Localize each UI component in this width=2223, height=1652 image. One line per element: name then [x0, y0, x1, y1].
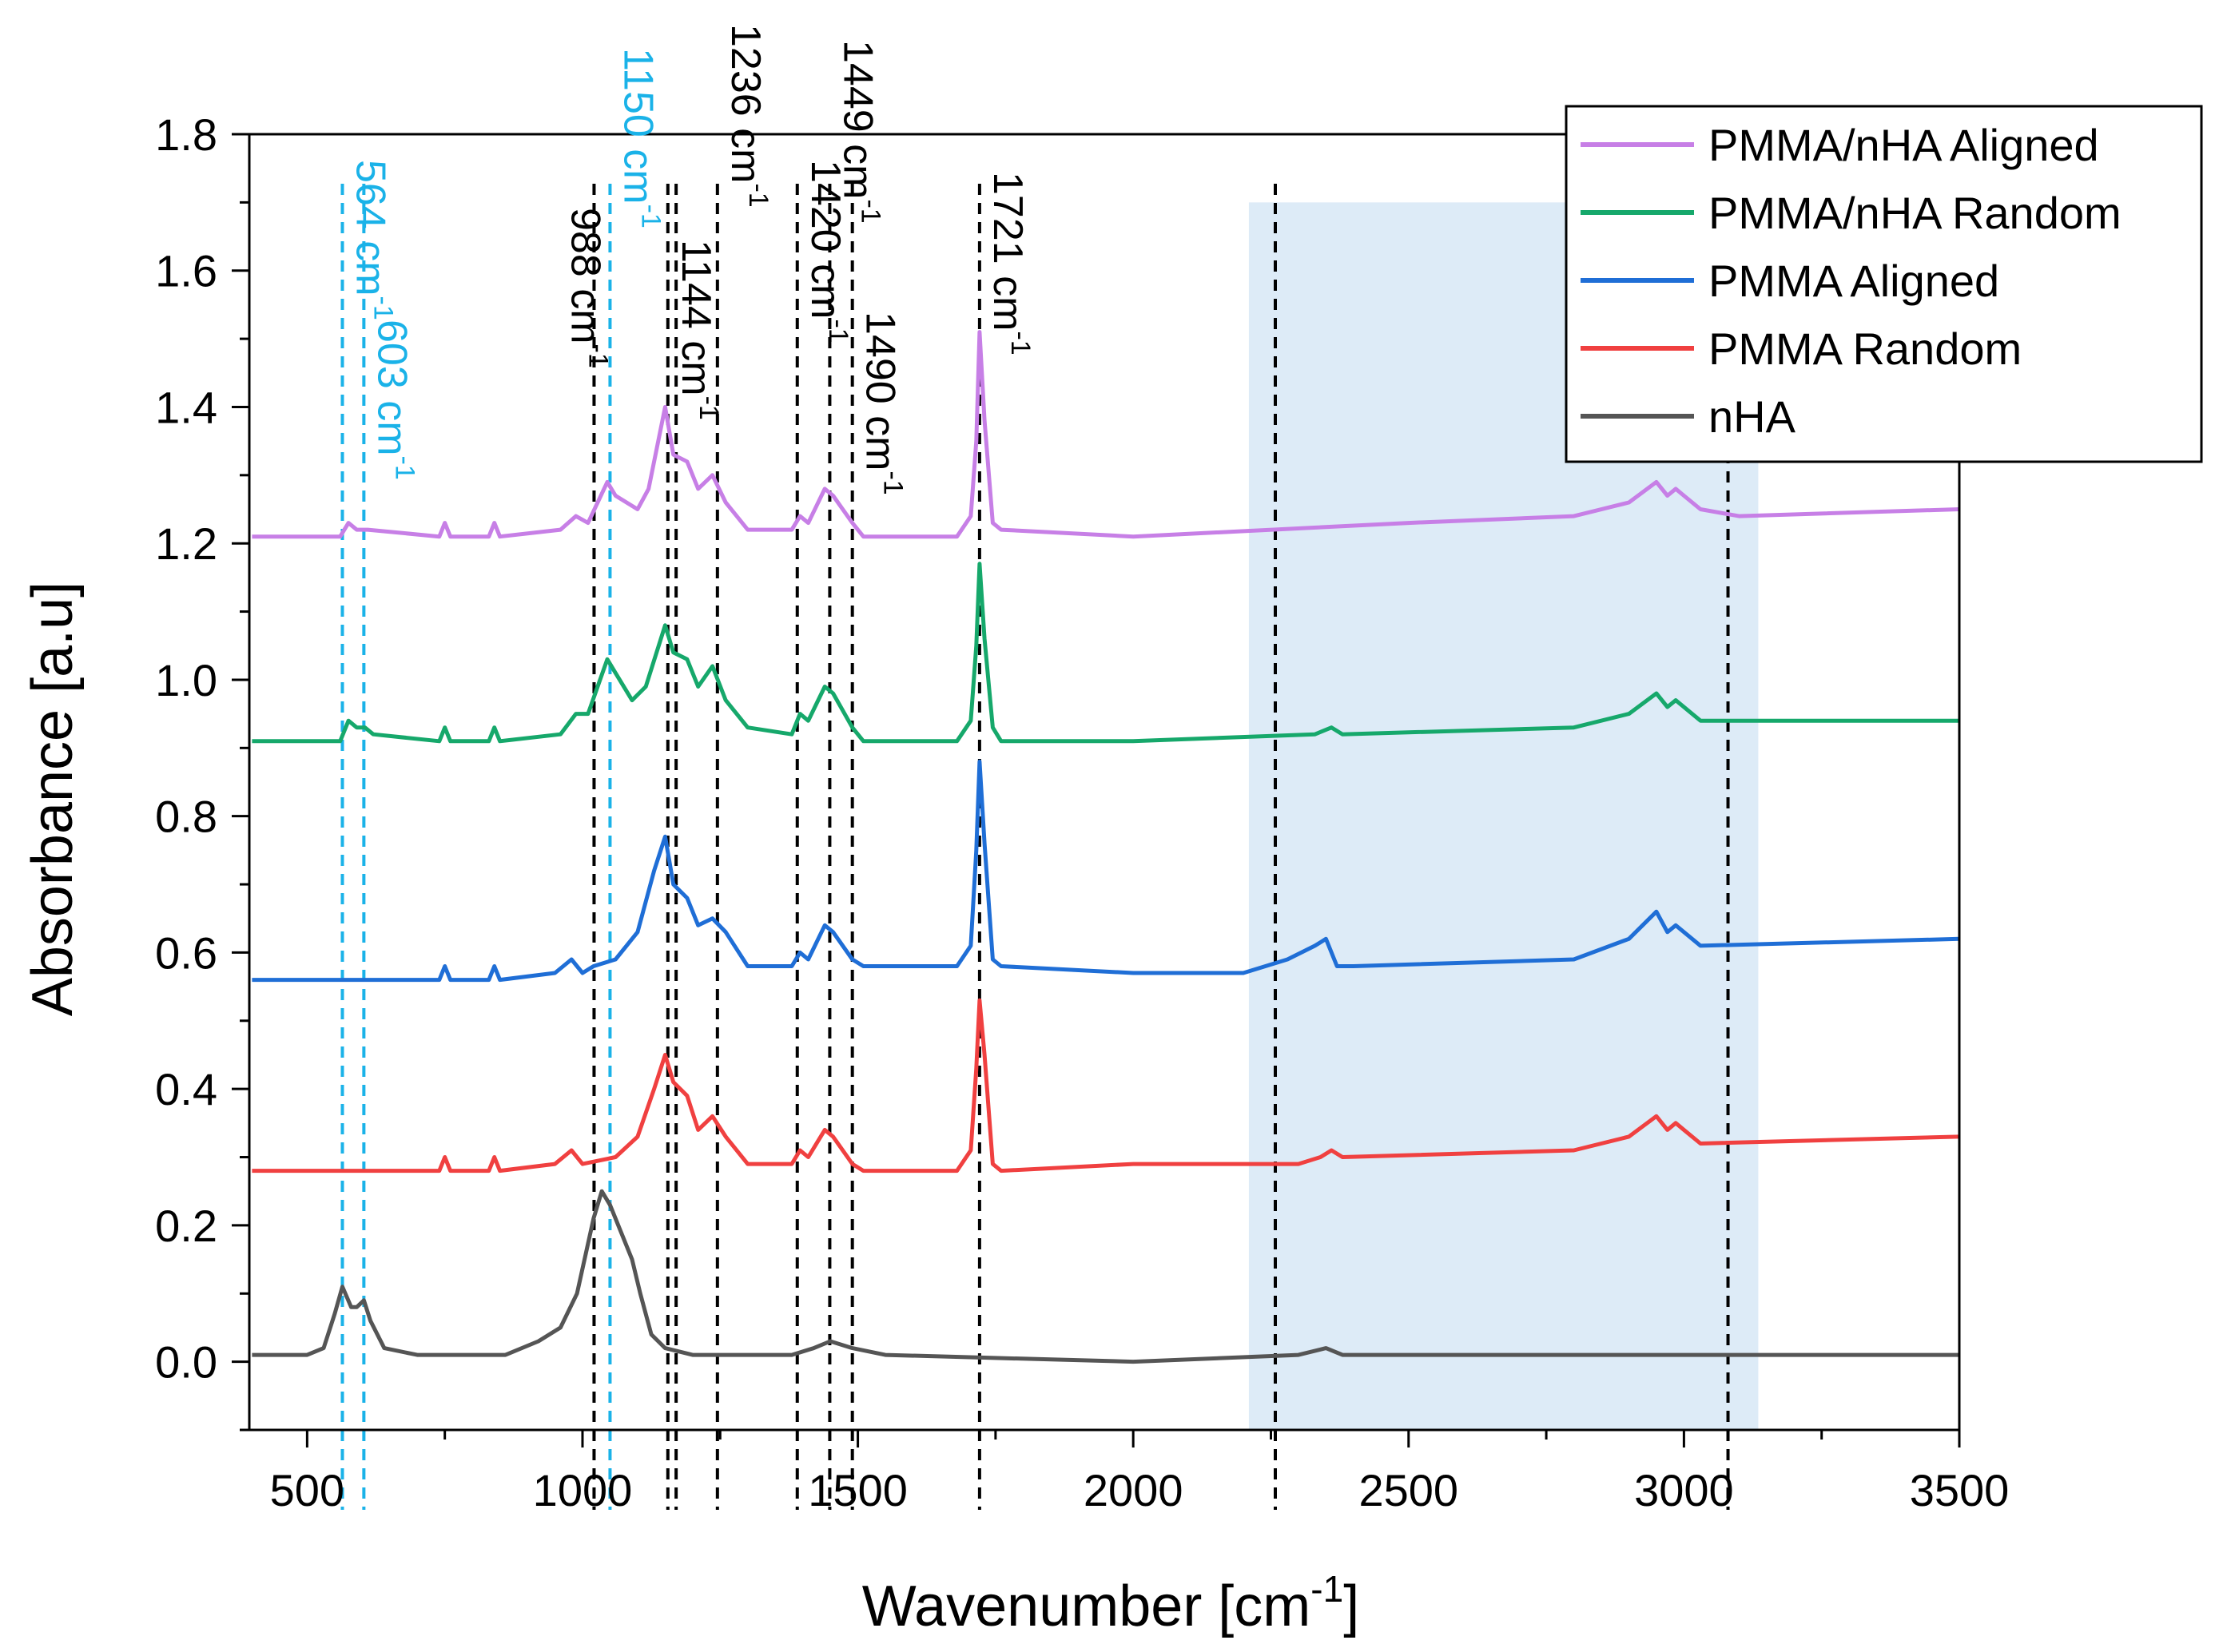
x-tick-label: 2000: [1084, 1465, 1183, 1515]
series-line: [252, 759, 1960, 983]
y-tick-label: 0.2: [155, 1201, 217, 1251]
y-tick-label: 1.4: [155, 382, 217, 432]
series-line: [252, 998, 1960, 1173]
peak-label: 564 cm-1: [347, 160, 398, 320]
legend: PMMA/nHA Aligned PMMA/nHA Random PMMA Alig…: [1565, 105, 2203, 463]
series-line: [252, 330, 1960, 539]
legend-label: PMMA/nHA Random: [1708, 188, 2122, 238]
series-line: [252, 1189, 1959, 1364]
plot-frame: [248, 133, 1961, 1432]
peak-label: 1236 cm-1: [722, 24, 773, 208]
peak-label: 603 cm-1: [368, 320, 420, 480]
peak-label: 1420 cm-1: [802, 160, 853, 344]
y-tick-label: 1.2: [155, 518, 217, 569]
series-line: [252, 562, 1959, 744]
y-tick-label: 0.6: [155, 927, 217, 978]
y-tick-label: 1.6: [155, 246, 217, 296]
peak-label: 1490 cm-1: [857, 312, 909, 495]
spectra-series: [252, 330, 1960, 1364]
x-tick-label: 1000: [533, 1465, 633, 1515]
peak-label: 988 cm-1: [562, 208, 613, 368]
peak-label: 1449 cm-1: [834, 40, 885, 224]
y-tick-label: 0.8: [155, 792, 217, 842]
peak-label: 1721 cm-1: [984, 172, 1036, 355]
legend-label: PMMA Random: [1708, 324, 2022, 374]
y-tick-label: 0.4: [155, 1064, 217, 1114]
y-tick-label: 0.0: [155, 1337, 217, 1388]
x-tick-label: 1500: [808, 1465, 908, 1515]
legend-box: [1565, 105, 2203, 463]
x-tick-label: 2500: [1359, 1465, 1459, 1515]
legend-label: nHA: [1708, 391, 1796, 442]
y-tick-label: 1.0: [155, 655, 217, 705]
x-tick-label: 3500: [1910, 1465, 2010, 1515]
x-tick-label: 3000: [1634, 1465, 1734, 1515]
x-axis: 500 1000 1500 2000 2500 3000 3500: [270, 1430, 2010, 1515]
legend-label: PMMA/nHA Aligned: [1708, 120, 2099, 170]
y-axis: 0.0 0.2 0.4 0.6 0.8 1.0 1.2 1.4 1.6 1.8: [155, 109, 249, 1432]
peak-label: 1150 cm-1: [614, 48, 666, 228]
y-axis-label: Absorbance [a.u]: [21, 582, 85, 1016]
x-tick-label: 500: [270, 1465, 344, 1515]
x-axis-label: Wavenumber [cm-1]: [862, 1568, 1359, 1638]
peak-label: 1144 cm-1: [673, 240, 724, 420]
y-tick-label: 1.8: [155, 109, 217, 160]
legend-label: PMMA Aligned: [1708, 256, 1999, 306]
